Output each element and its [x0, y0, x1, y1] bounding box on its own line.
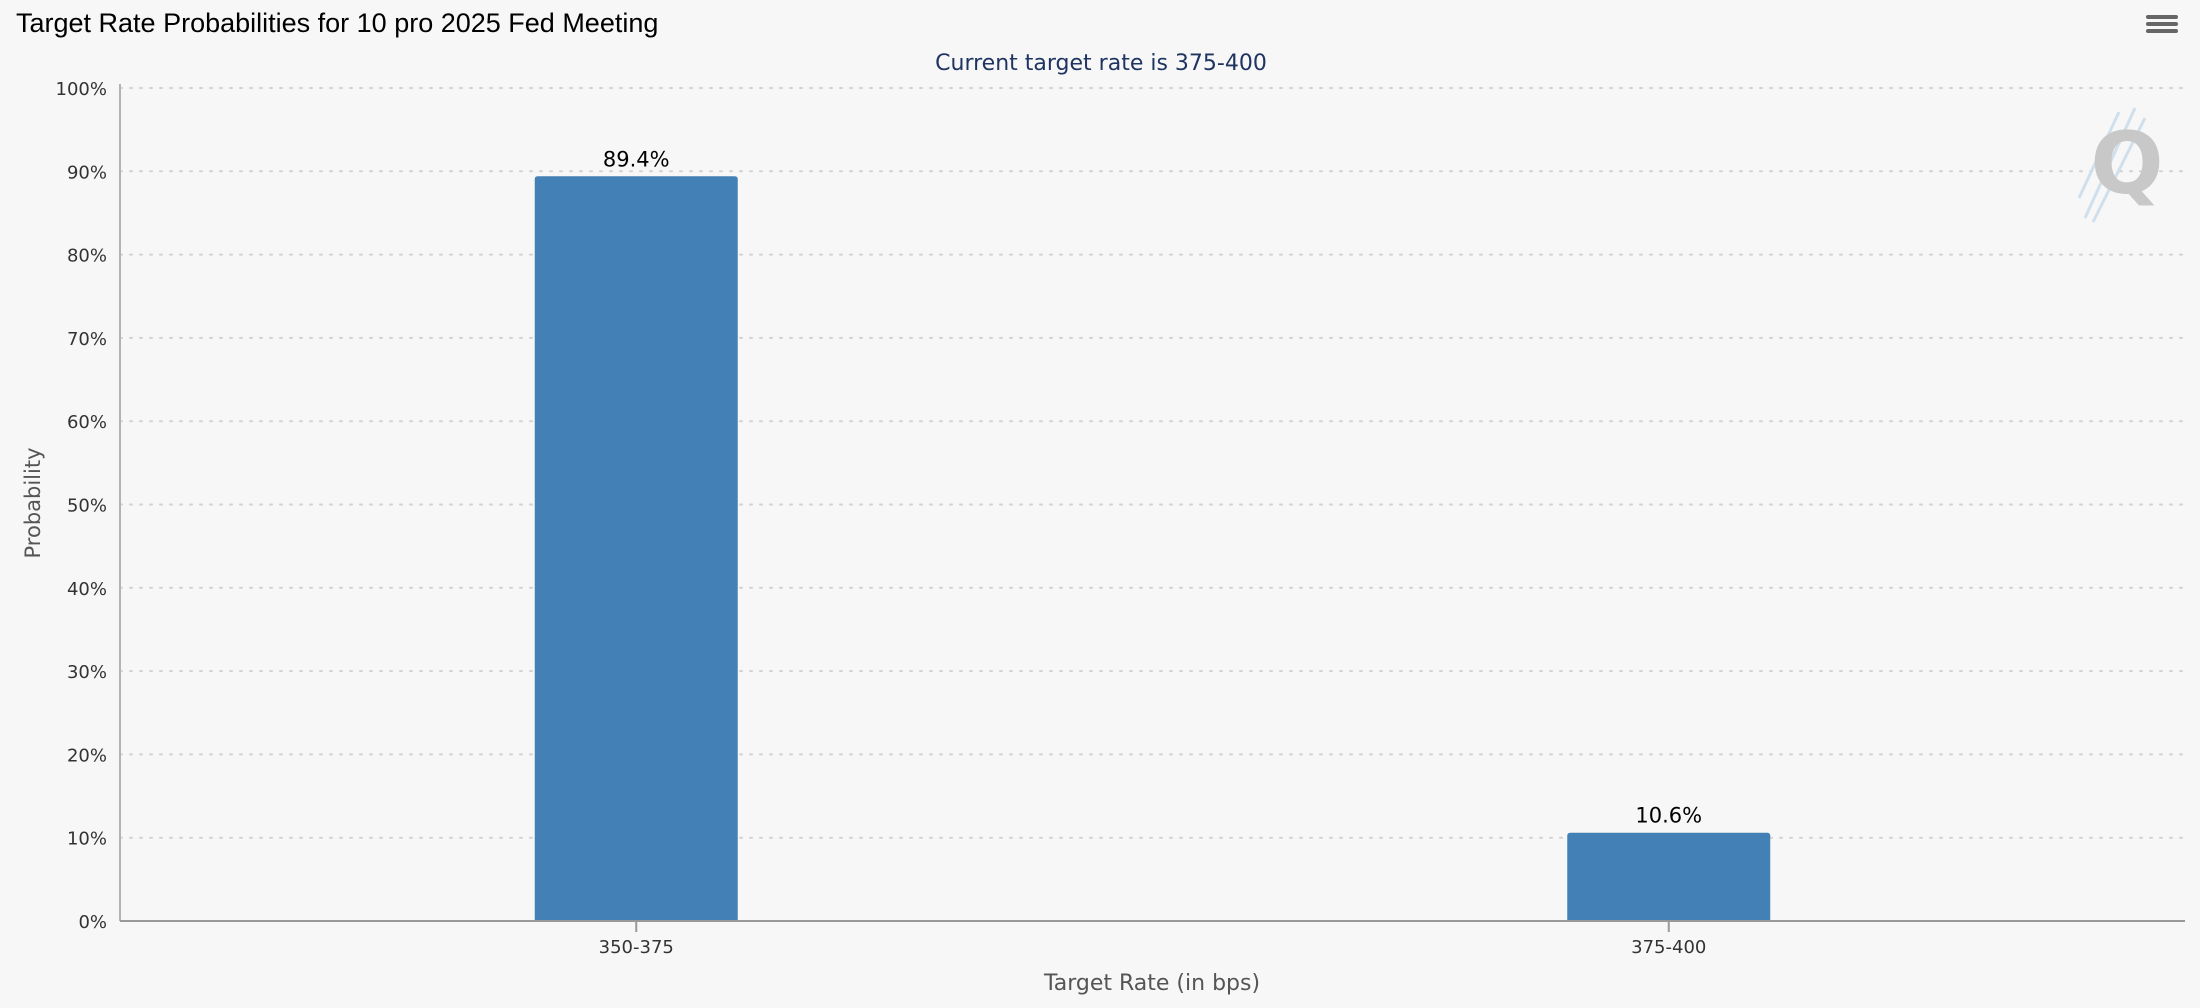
y-tick-label: 70% [67, 329, 107, 350]
y-tick-label: 20% [67, 745, 107, 766]
y-tick-label: 80% [67, 246, 107, 267]
y-tick-label: 50% [67, 496, 107, 517]
x-axis-label: Target Rate (in bps) [1043, 971, 1260, 996]
gridlines [119, 87, 2186, 839]
y-axis-label: Probability [21, 447, 45, 558]
menu-bar [2146, 22, 2178, 26]
x-tick-label: 375-400 [1631, 937, 1706, 958]
y-tick-label: 40% [67, 579, 107, 600]
svg-text:Q: Q [2090, 114, 2163, 214]
y-axis-ticks: 0% 10% 20% 30% 40% 50% 60% 70% 80% 90% 100% [56, 79, 107, 933]
data-label: 10.6% [1635, 804, 1702, 828]
x-tick-label: 350-375 [599, 937, 674, 958]
q-logo-icon: Q [2077, 107, 2164, 223]
y-tick-label: 10% [67, 829, 107, 850]
bar [534, 176, 738, 922]
bar [1567, 832, 1771, 921]
y-tick-label: 90% [67, 162, 107, 183]
hamburger-menu-icon[interactable] [2146, 12, 2178, 40]
data-label: 89.4% [603, 147, 670, 171]
y-tick-label: 0% [78, 912, 107, 933]
chart-title: Target Rate Probabilities for 10 pro 202… [16, 8, 659, 38]
y-tick-label: 60% [67, 412, 107, 433]
menu-bar [2146, 15, 2178, 19]
y-tick-label: 100% [56, 79, 107, 100]
x-axis: 350-375 375-400 [119, 84, 2185, 958]
menu-bar [2146, 29, 2178, 33]
bars: 89.4% 10.6% [534, 147, 1771, 922]
chart-subtitle: Current target rate is 375-400 [935, 51, 1267, 76]
y-tick-label: 30% [67, 662, 107, 683]
